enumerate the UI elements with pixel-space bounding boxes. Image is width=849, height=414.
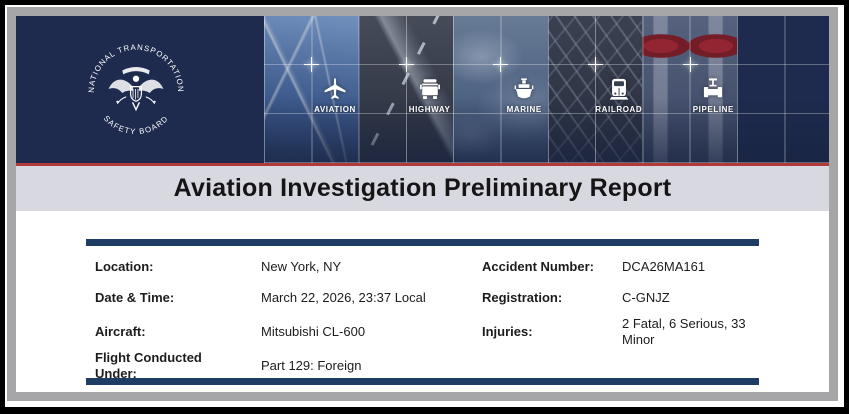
report-title-band: Aviation Investigation Preliminary Repor… [16, 166, 829, 211]
airplane-icon [324, 78, 346, 99]
sparkle [683, 57, 698, 72]
value-date-time: March 22, 2026, 23:37 Local [261, 290, 426, 305]
page-content: NATIONAL TRANSPORTATION SAFETY BOARD [16, 16, 829, 392]
mode-badge-pipeline: PIPELINE [683, 76, 743, 114]
ntsb-seal: NATIONAL TRANSPORTATION SAFETY BOARD [87, 43, 185, 141]
table-top-bar [86, 239, 759, 246]
ship-icon [514, 78, 534, 99]
gray-frame: NATIONAL TRANSPORTATION SAFETY BOARD [7, 7, 838, 401]
label-date-time: Date & Time: [95, 290, 175, 305]
eagle-emblem [108, 67, 164, 112]
banner-red-divider [16, 163, 829, 166]
table-row: Location: New York, NY Accident Number: … [86, 251, 759, 282]
sparkle [493, 57, 508, 72]
sparkle [304, 57, 319, 72]
truck-icon [419, 79, 440, 99]
grid-overlay [264, 16, 829, 163]
sparkle [399, 57, 414, 72]
value-registration: C-GNJZ [622, 290, 670, 305]
mode-label-pipeline: PIPELINE [692, 105, 734, 114]
mode-label-aviation: AVIATION [314, 105, 356, 114]
value-location: New York, NY [261, 258, 342, 274]
label-accident-number: Accident Number: [482, 258, 594, 274]
value-injuries: 2 Fatal, 6 Serious, 33 Minor [622, 316, 746, 347]
mode-badge-railroad: RAILROAD [589, 76, 649, 114]
value-accident-number: DCA26MA161 [622, 258, 706, 274]
valve-icon [704, 78, 723, 98]
label-flight-conducted-under: Flight Conducted Under: [95, 350, 202, 381]
mode-label-highway: HIGHWAY [408, 105, 451, 114]
mode-label-railroad: RAILROAD [595, 105, 643, 114]
ntsb-banner: NATIONAL TRANSPORTATION SAFETY BOARD [16, 16, 829, 163]
train-icon [609, 78, 629, 100]
table-row: Aircraft: Mitsubishi CL-600 Injuries: 2 … [86, 314, 759, 350]
value-aircraft: Mitsubishi CL-600 [261, 324, 366, 339]
value-flight-conducted-under: Part 129: Foreign [261, 358, 362, 373]
accident-info-table: Location: New York, NY Accident Number: … [86, 239, 759, 385]
mode-label-marine: MARINE [506, 105, 542, 114]
label-registration: Registration: [482, 290, 563, 305]
table-row: Flight Conducted Under: Part 129: Foreig… [86, 350, 759, 381]
table-row: Date & Time: March 22, 2026, 23:37 Local… [86, 282, 759, 314]
report-page: NATIONAL TRANSPORTATION SAFETY BOARD [5, 5, 844, 407]
label-injuries: Injuries: [482, 324, 533, 339]
table-bottom-bar [86, 378, 759, 385]
mode-badge-aviation: AVIATION [305, 76, 365, 114]
banner-navy-tint [264, 16, 829, 163]
mode-badge-highway: HIGHWAY [400, 76, 460, 114]
seal-bottom-text: SAFETY BOARD [102, 114, 170, 136]
label-location: Location: [95, 258, 154, 274]
page-title: Aviation Investigation Preliminary Repor… [173, 174, 672, 202]
sparkle [588, 57, 603, 72]
label-aircraft: Aircraft: [95, 324, 146, 339]
mode-badge-marine: MARINE [494, 76, 554, 114]
table-body: Location: New York, NY Accident Number: … [86, 246, 759, 382]
